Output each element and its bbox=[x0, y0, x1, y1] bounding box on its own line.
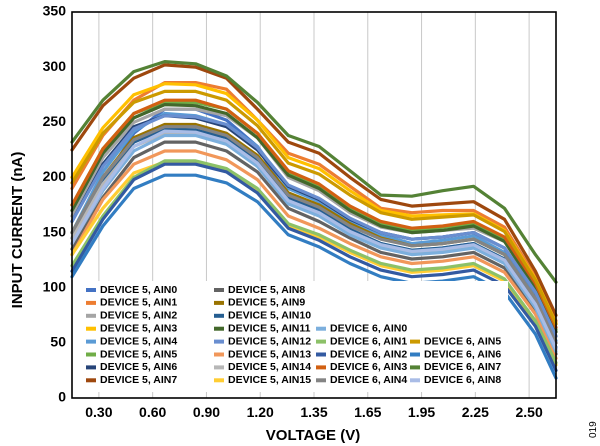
legend-entry-label: DEVICE 5, AIN0 bbox=[100, 284, 177, 296]
series-line-13 bbox=[70, 149, 558, 360]
y-axis-title: INPUT CURRENT (nA) bbox=[9, 152, 26, 309]
legend-entry-label: DEVICE 5, AIN7 bbox=[100, 374, 177, 386]
legend-entry-label: DEVICE 6, AIN0 bbox=[330, 322, 407, 334]
y-tick-label: 200 bbox=[43, 168, 67, 184]
y-tick-label: 0 bbox=[58, 389, 66, 405]
y-tick-label: 100 bbox=[43, 278, 67, 294]
x-axis-title: VOLTAGE (V) bbox=[266, 427, 360, 444]
y-tick-labels: 0 50 100 150 200 250 300 350 bbox=[43, 3, 67, 405]
legend-entry-label: DEVICE 5, AIN2 bbox=[100, 310, 177, 322]
series-line-11 bbox=[70, 102, 558, 334]
legend-entry-label: DEVICE 6, AIN8 bbox=[424, 374, 501, 386]
y-tick-label: 350 bbox=[43, 3, 67, 19]
series-line-21 bbox=[70, 89, 558, 326]
plot-frame bbox=[71, 11, 557, 399]
legend-entry-label: DEVICE 6, AIN1 bbox=[330, 335, 407, 347]
y-tick-label: 250 bbox=[43, 113, 67, 129]
series-line-23 bbox=[70, 59, 558, 284]
legend-entry-label: DEVICE 6, AIN4 bbox=[330, 374, 407, 386]
legend-entry-label: DEVICE 5, AIN5 bbox=[100, 348, 177, 360]
legend-entry-label: DEVICE 5, AIN15 bbox=[228, 374, 311, 386]
y-tick-label: 50 bbox=[50, 334, 66, 350]
legend-entry-label: DEVICE 5, AIN14 bbox=[228, 361, 311, 373]
x-tick-label: 1.95 bbox=[408, 404, 435, 420]
y-tick-label: 300 bbox=[43, 58, 67, 74]
x-tick-labels: 0.30 0.60 0.90 1.20 1.35 1.65 1.95 2.25 2.50 bbox=[85, 404, 543, 420]
x-tick-label: 0.90 bbox=[193, 404, 220, 420]
legend-entry-label: DEVICE 6, AIN7 bbox=[424, 361, 501, 373]
y-tick-label: 150 bbox=[43, 223, 67, 239]
series-lines bbox=[70, 59, 558, 380]
legend-entry-label: DEVICE 5, AIN11 bbox=[228, 322, 311, 334]
legend-entry-label: DEVICE 5, AIN12 bbox=[228, 335, 311, 347]
series-line-20 bbox=[70, 125, 558, 345]
legend-entry-label: DEVICE 6, AIN3 bbox=[330, 361, 407, 373]
legend-background bbox=[80, 281, 508, 392]
legend-entry-label: DEVICE 5, AIN10 bbox=[228, 310, 311, 322]
x-tick-label: 2.50 bbox=[515, 404, 542, 420]
legend-entry-label: DEVICE 5, AIN4 bbox=[100, 335, 177, 347]
x-tick-label: 0.60 bbox=[139, 404, 166, 420]
legend-entry-label: DEVICE 6, AIN6 bbox=[424, 348, 501, 360]
series-line-18 bbox=[70, 162, 558, 372]
series-line-24 bbox=[70, 129, 558, 350]
legend-entry-label: DEVICE 5, AIN8 bbox=[228, 284, 305, 296]
series-line-17 bbox=[70, 159, 558, 365]
legend-entry-label: DEVICE 5, AIN6 bbox=[100, 361, 177, 373]
x-tick-label: 2.25 bbox=[462, 404, 489, 420]
legend-entry-label: DEVICE 5, AIN3 bbox=[100, 322, 177, 334]
legend-entry-label: DEVICE 5, AIN13 bbox=[228, 348, 311, 360]
x-tick-label: 1.35 bbox=[300, 404, 327, 420]
legend-entry-label: DEVICE 5, AIN1 bbox=[100, 297, 177, 309]
legend-entry-label: DEVICE 6, AIN5 bbox=[424, 335, 501, 347]
x-tick-label: 1.65 bbox=[354, 404, 381, 420]
series-line-12 bbox=[70, 114, 558, 338]
series-line-7 bbox=[70, 63, 558, 317]
figure-number: 019 bbox=[588, 421, 599, 438]
series-line-8 bbox=[70, 140, 558, 356]
series-line-16 bbox=[70, 133, 558, 354]
legend-entry-label: DEVICE 5, AIN9 bbox=[228, 297, 305, 309]
x-tick-label: 0.30 bbox=[85, 404, 112, 420]
x-tick-label: 1.20 bbox=[247, 404, 274, 420]
series-line-19 bbox=[70, 98, 558, 329]
legend-entry-label: DEVICE 6, AIN2 bbox=[330, 348, 407, 360]
